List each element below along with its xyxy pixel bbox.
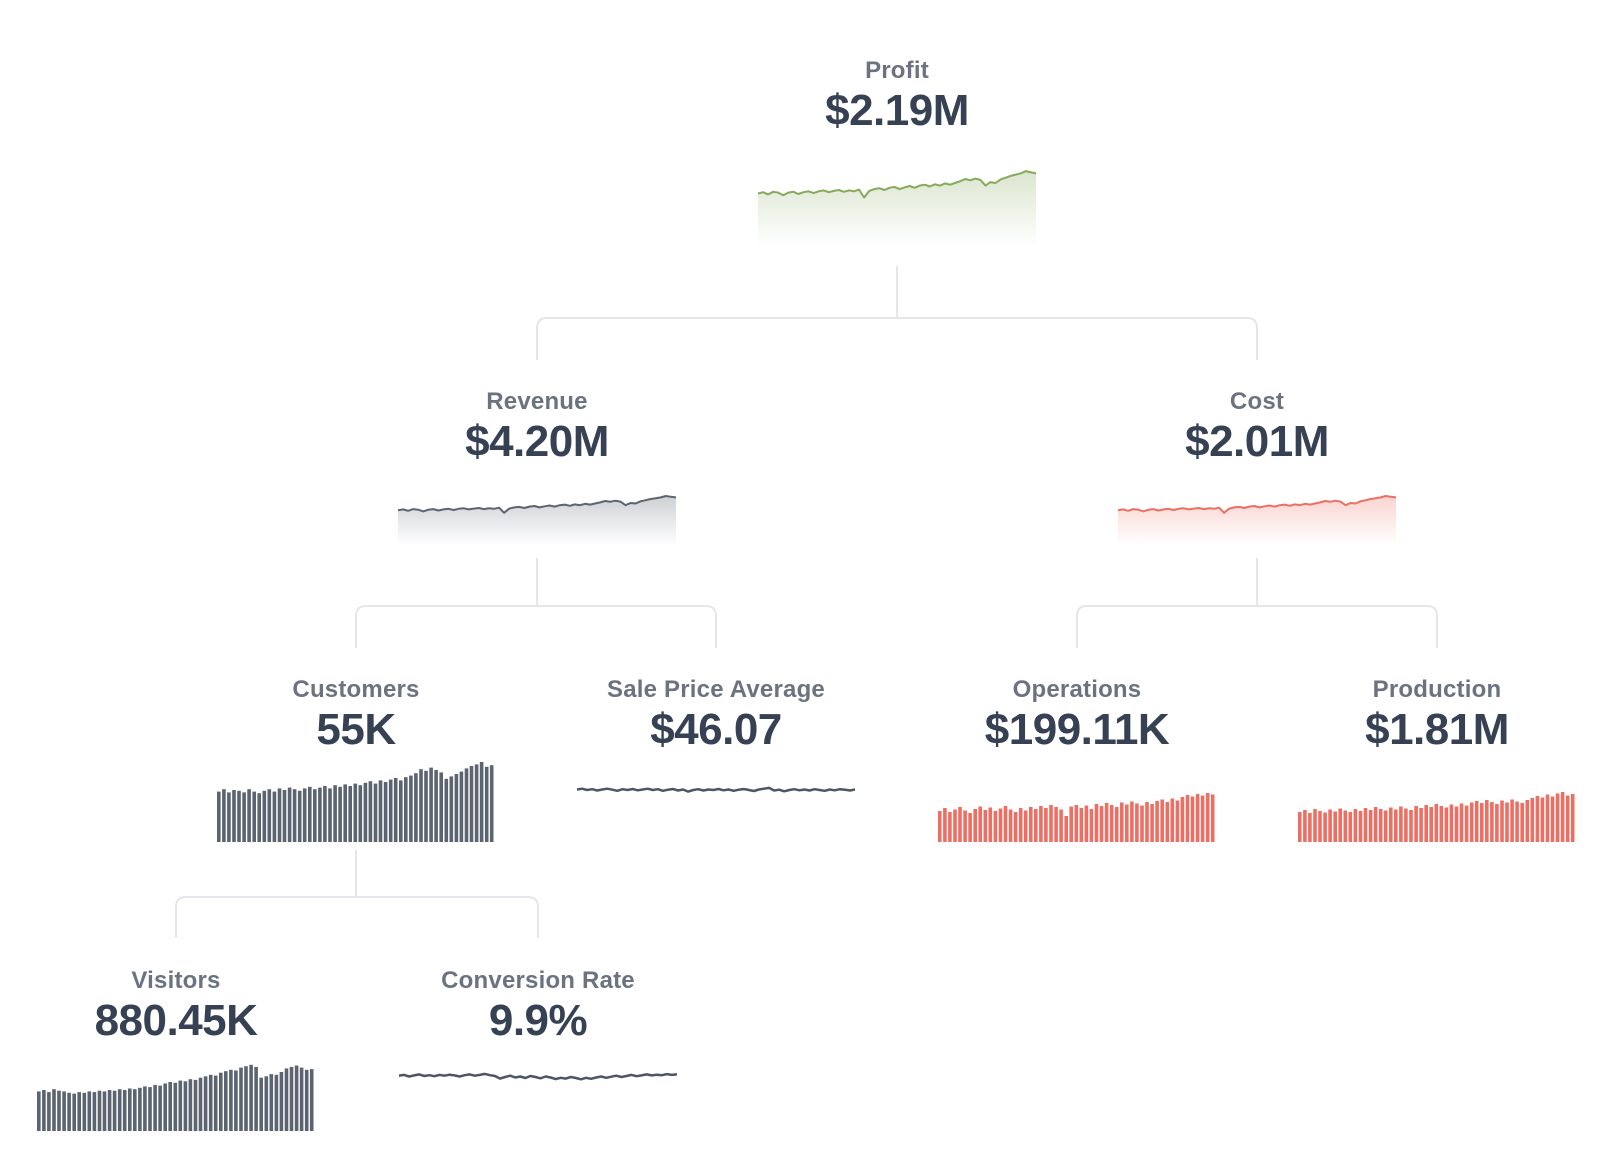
node-cost-label: Cost — [1229, 388, 1285, 415]
node-cost[interactable]: Cost $2.01M — [1077, 387, 1437, 550]
node-conversion-rate[interactable]: Conversion Rate 9.9% — [358, 966, 718, 1081]
node-revenue-value: $4.20M — [465, 417, 609, 466]
node-revenue[interactable]: Revenue $4.20M — [357, 387, 717, 550]
node-visitors-value: 880.45K — [94, 996, 258, 1045]
node-customers-value: 55K — [316, 705, 396, 754]
node-production-label: Production — [1372, 676, 1502, 703]
node-operations-value: $199.11K — [984, 705, 1170, 754]
visitors-bar-sparkline — [37, 1059, 315, 1131]
operations-bar-sparkline — [938, 792, 1216, 842]
node-profit-value: $2.19M — [825, 86, 969, 135]
sale-price-average-line-sparkline — [577, 775, 855, 805]
profit-area-sparkline — [758, 166, 1036, 252]
node-profit-label: Profit — [865, 57, 929, 84]
node-cost-value: $2.01M — [1185, 417, 1329, 466]
node-revenue-label: Revenue — [486, 388, 588, 415]
production-bar-sparkline — [1298, 792, 1576, 842]
node-operations[interactable]: Operations $199.11K — [897, 675, 1257, 842]
revenue-area-sparkline — [398, 492, 676, 550]
node-profit[interactable]: Profit $2.19M — [717, 56, 1077, 252]
node-conversion-rate-label: Conversion Rate — [441, 967, 635, 994]
node-sale-price-average[interactable]: Sale Price Average $46.07 — [536, 675, 896, 793]
node-visitors[interactable]: Visitors 880.45K — [0, 966, 356, 1131]
customers-bar-sparkline — [217, 762, 495, 842]
node-operations-label: Operations — [1012, 676, 1142, 703]
node-customers-label: Customers — [292, 676, 420, 703]
node-production-value: $1.81M — [1365, 705, 1509, 754]
node-sale-price-average-value: $46.07 — [650, 705, 782, 754]
node-production[interactable]: Production $1.81M — [1257, 675, 1610, 842]
cost-area-sparkline — [1118, 492, 1396, 550]
node-customers[interactable]: Customers 55K — [176, 675, 536, 842]
conversion-rate-line-sparkline — [399, 1062, 677, 1092]
node-conversion-rate-value: 9.9% — [488, 996, 588, 1045]
node-visitors-label: Visitors — [131, 967, 221, 994]
node-sale-price-average-label: Sale Price Average — [607, 676, 825, 703]
